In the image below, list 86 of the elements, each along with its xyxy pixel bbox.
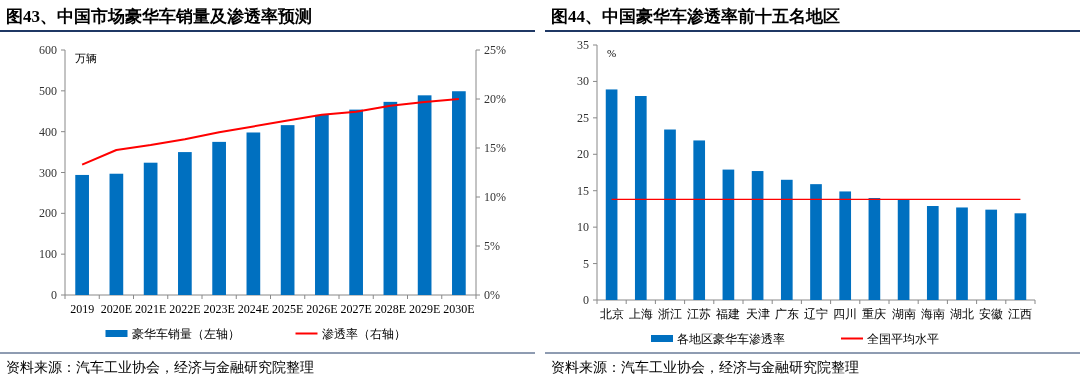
x-tick-label: 江西: [1008, 307, 1033, 321]
x-tick-label: 2029E: [408, 302, 441, 316]
x-tick-label: 2027E: [340, 302, 372, 316]
x-tick-label: 2030E: [443, 302, 475, 316]
bar: [349, 109, 363, 295]
bar: [109, 173, 124, 295]
bar: [280, 125, 295, 295]
line-series: [81, 98, 460, 166]
y2-tick-label: 15%: [484, 141, 506, 155]
bar: [417, 95, 432, 295]
bar: [664, 129, 676, 300]
legend-label: 渗透率（右轴）: [321, 327, 406, 341]
bar: [985, 209, 998, 300]
bar: [452, 91, 466, 295]
bar: [75, 174, 89, 295]
y-tick-label: 25: [577, 110, 589, 125]
x-tick-label: 福建: [716, 307, 741, 321]
y-tick-label: 30: [577, 74, 589, 89]
x-tick-label: 2020E: [100, 302, 133, 316]
x-tick-label: 2028E: [374, 302, 407, 316]
y-tick-label: 300: [39, 165, 57, 180]
x-tick-label: 辽宁: [804, 307, 828, 321]
bar: [143, 162, 158, 295]
bar: [634, 96, 647, 300]
chart-title: 图44、中国豪华车渗透率前十五名地区: [551, 7, 840, 26]
x-tick-label: 上海: [628, 307, 653, 321]
bar: [839, 191, 852, 300]
x-tick-label: 四川: [833, 307, 858, 321]
x-tick-label: 2022E: [169, 302, 201, 316]
y2-tick-label: 5%: [484, 239, 500, 253]
y-axis-title: %: [607, 47, 617, 59]
y-tick-label: 20: [577, 147, 589, 162]
x-tick-label: 2025E: [271, 302, 304, 316]
y-tick-label: 600: [39, 43, 57, 57]
y-tick-label: 0: [583, 293, 589, 307]
bar: [956, 207, 968, 300]
bar: [1014, 213, 1027, 300]
bar: [897, 199, 910, 300]
y-tick-label: 100: [39, 247, 57, 262]
bar: [868, 198, 881, 300]
y2-tick-label: 25%: [484, 43, 506, 57]
bar: [810, 184, 822, 300]
y-tick-label: 10: [577, 220, 589, 235]
text: 资料来源：汽车工业协会，经济与金融研究院整理: [6, 360, 314, 375]
x-tick-label: 北京: [599, 307, 624, 321]
y-tick-label: 400: [39, 124, 57, 139]
y-tick-label: 0: [51, 288, 57, 302]
bar: [722, 169, 735, 300]
bar: [178, 152, 192, 295]
bar: [212, 141, 226, 295]
y-tick-label: 35: [577, 38, 589, 52]
chart-title: 图43、中国市场豪华车销量及渗透率预测: [6, 7, 312, 26]
x-tick-label: 湖南: [891, 307, 916, 321]
x-tick-label: 湖北: [950, 307, 974, 321]
y-tick-label: 500: [39, 83, 57, 98]
y-tick-label: 15: [577, 183, 589, 198]
x-tick-label: 天津: [745, 307, 770, 321]
x-tick-label: 浙江: [658, 307, 682, 321]
bar: [926, 206, 939, 300]
y2-tick-label: 20%: [484, 92, 506, 106]
x-tick-label: 2026E: [306, 302, 338, 316]
legend-label: 豪华车销量（左轴）: [131, 327, 240, 341]
bar: [246, 132, 261, 295]
y-tick-label: 5: [583, 256, 589, 271]
y-axis-title: 万辆: [75, 52, 97, 64]
bar: [315, 114, 329, 295]
bar: [751, 171, 764, 300]
text: 资料来源：汽车工业协会，经济与金融研究院整理: [551, 360, 859, 375]
legend-label: 全国平均水平: [867, 332, 939, 346]
x-tick-label: 安徽: [979, 307, 1004, 321]
legend-label: 各地区豪华车渗透率: [677, 332, 785, 346]
x-tick-label: 海南: [920, 307, 945, 321]
x-tick-label: 2021E: [134, 302, 167, 316]
x-tick-label: 2019: [70, 302, 95, 316]
x-tick-label: 广东: [774, 307, 799, 321]
bar: [693, 140, 706, 300]
y2-tick-label: 0%: [484, 288, 500, 302]
y-tick-label: 200: [39, 206, 57, 221]
x-tick-label: 2023E: [203, 302, 235, 316]
bar: [780, 179, 793, 300]
bar: [605, 89, 618, 300]
x-tick-label: 2024E: [237, 302, 270, 316]
y2-tick-label: 10%: [484, 190, 506, 204]
x-tick-label: 江苏: [687, 307, 712, 321]
bar: [383, 101, 398, 295]
x-tick-label: 重庆: [862, 307, 887, 321]
